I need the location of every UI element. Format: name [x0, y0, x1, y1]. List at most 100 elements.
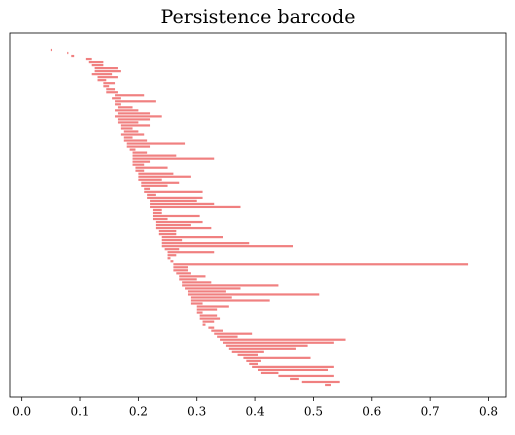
bar [170, 260, 174, 263]
bar [135, 166, 168, 169]
x-tick-label: 0.5 [304, 405, 323, 419]
bar [138, 172, 174, 175]
bar [278, 374, 334, 378]
bar [144, 190, 203, 193]
bar [260, 371, 279, 375]
bar [173, 266, 188, 269]
bar [190, 299, 270, 302]
bar [120, 127, 133, 130]
bar [152, 208, 162, 212]
bar [150, 202, 215, 206]
bar [196, 311, 203, 314]
bar [129, 148, 136, 151]
bar [190, 296, 232, 299]
bar [117, 121, 139, 124]
bar [155, 223, 191, 227]
bar [152, 217, 168, 221]
bar [71, 54, 75, 58]
bar [132, 151, 148, 154]
bar [115, 100, 156, 103]
bar [202, 320, 215, 323]
bar [155, 220, 203, 224]
bar [325, 383, 331, 387]
bar [167, 257, 171, 260]
bar [249, 362, 258, 365]
bar [222, 341, 334, 344]
bar [196, 305, 229, 308]
bar [117, 106, 133, 109]
bar [117, 118, 151, 121]
bar [94, 67, 118, 70]
axes-frame [9, 32, 507, 398]
bar [161, 242, 250, 245]
bar [115, 94, 145, 97]
bar [161, 239, 183, 242]
bar [246, 359, 261, 362]
bar [126, 142, 186, 145]
x-tick-label: 0.6 [362, 405, 381, 419]
bar [132, 157, 215, 160]
bar [176, 272, 191, 275]
bar [120, 133, 145, 136]
bar [152, 214, 200, 218]
bar [190, 302, 203, 305]
bar [199, 317, 221, 320]
bar [243, 356, 311, 359]
bar [211, 329, 223, 332]
bar [199, 314, 218, 317]
bar [85, 57, 92, 61]
bar [158, 229, 177, 233]
bar [179, 275, 206, 278]
bar [97, 79, 107, 82]
bar [144, 187, 151, 190]
bar [231, 350, 264, 353]
bar [132, 154, 177, 157]
bar [161, 245, 294, 248]
bar [88, 60, 104, 64]
bar [123, 130, 139, 133]
bar [152, 211, 162, 215]
bar [94, 70, 121, 73]
bar [196, 308, 218, 311]
bar [126, 145, 151, 148]
x-tick-label: 0.0 [12, 405, 31, 419]
bar [91, 73, 113, 76]
bar [91, 63, 104, 67]
bar [147, 193, 156, 196]
bar [187, 290, 226, 293]
bar [103, 82, 116, 85]
bar [115, 115, 162, 118]
bar [158, 232, 177, 236]
bar [202, 323, 206, 326]
bar [141, 181, 180, 184]
x-tick-label: 0.2 [129, 405, 148, 419]
bar [97, 76, 118, 79]
bar [135, 169, 145, 172]
bar [138, 175, 191, 178]
bar [167, 254, 177, 257]
bar [106, 91, 118, 94]
bar [301, 380, 340, 384]
x-tick-label: 0.7 [421, 405, 440, 419]
bar [220, 338, 346, 341]
bar [225, 344, 308, 347]
bar [103, 85, 110, 88]
bar [132, 160, 151, 163]
bar [208, 326, 215, 329]
bar [141, 184, 168, 187]
bar [112, 97, 121, 100]
bar [150, 205, 241, 209]
x-tick-label: 0.4 [246, 405, 265, 419]
bar [123, 136, 133, 139]
bar [187, 293, 320, 296]
bar [182, 281, 212, 284]
bar [214, 332, 253, 335]
bar [138, 178, 162, 181]
bar [115, 103, 121, 106]
bar [161, 236, 223, 239]
bar [115, 109, 139, 112]
bar [179, 278, 197, 281]
bar [167, 251, 215, 254]
